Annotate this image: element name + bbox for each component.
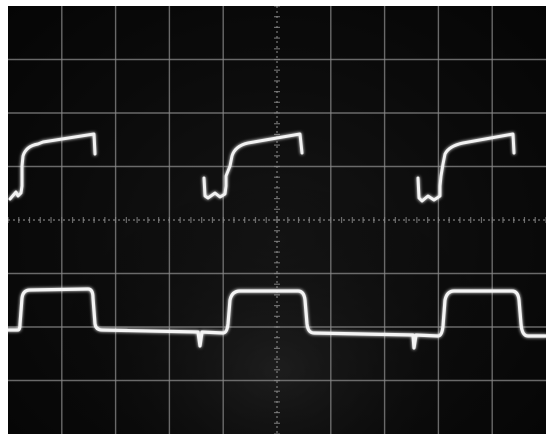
upper-pulse-1 xyxy=(8,132,97,201)
scope-display xyxy=(8,6,546,434)
upper-pulse-2 xyxy=(202,132,304,200)
lower-pulse-train xyxy=(8,287,546,350)
upper-pulse-3 xyxy=(416,132,516,203)
graticule xyxy=(8,6,546,434)
lower-trace xyxy=(8,287,546,350)
oscilloscope-screen xyxy=(8,6,546,434)
upper-trace xyxy=(8,132,516,203)
